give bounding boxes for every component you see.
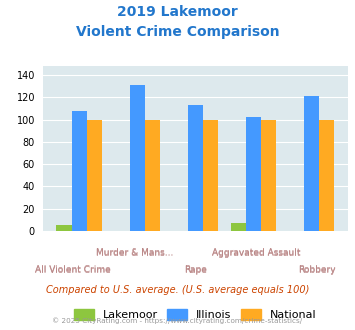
Bar bbox=[87, 119, 102, 231]
Text: Aggravated Assault: Aggravated Assault bbox=[212, 248, 301, 257]
Bar bbox=[246, 117, 261, 231]
Legend: Lakemoor, Illinois, National: Lakemoor, Illinois, National bbox=[71, 306, 320, 324]
Text: Murder & Mans...: Murder & Mans... bbox=[95, 248, 173, 257]
Text: Compared to U.S. average. (U.S. average equals 100): Compared to U.S. average. (U.S. average … bbox=[46, 285, 309, 295]
Text: Robbery: Robbery bbox=[299, 265, 336, 274]
Bar bbox=[304, 96, 319, 231]
Bar bbox=[145, 119, 160, 231]
Text: All Violent Crime: All Violent Crime bbox=[35, 265, 111, 274]
Text: All Violent Crime: All Violent Crime bbox=[35, 266, 111, 275]
Text: Aggravated Assault: Aggravated Assault bbox=[212, 249, 301, 258]
Text: Violent Crime Comparison: Violent Crime Comparison bbox=[76, 25, 279, 39]
Text: Rape: Rape bbox=[184, 266, 207, 275]
Bar bbox=[261, 119, 276, 231]
Text: © 2025 CityRating.com - https://www.cityrating.com/crime-statistics/: © 2025 CityRating.com - https://www.city… bbox=[53, 317, 302, 324]
Bar bbox=[231, 223, 246, 231]
Bar bbox=[203, 119, 218, 231]
Text: Rape: Rape bbox=[184, 265, 207, 274]
Text: Robbery: Robbery bbox=[299, 266, 336, 275]
Bar bbox=[130, 85, 145, 231]
Text: Murder & Mans...: Murder & Mans... bbox=[95, 249, 173, 258]
Bar bbox=[56, 225, 72, 231]
Bar bbox=[319, 119, 334, 231]
Bar bbox=[72, 111, 87, 231]
Text: 2019 Lakemoor: 2019 Lakemoor bbox=[117, 5, 238, 19]
Bar bbox=[188, 105, 203, 231]
